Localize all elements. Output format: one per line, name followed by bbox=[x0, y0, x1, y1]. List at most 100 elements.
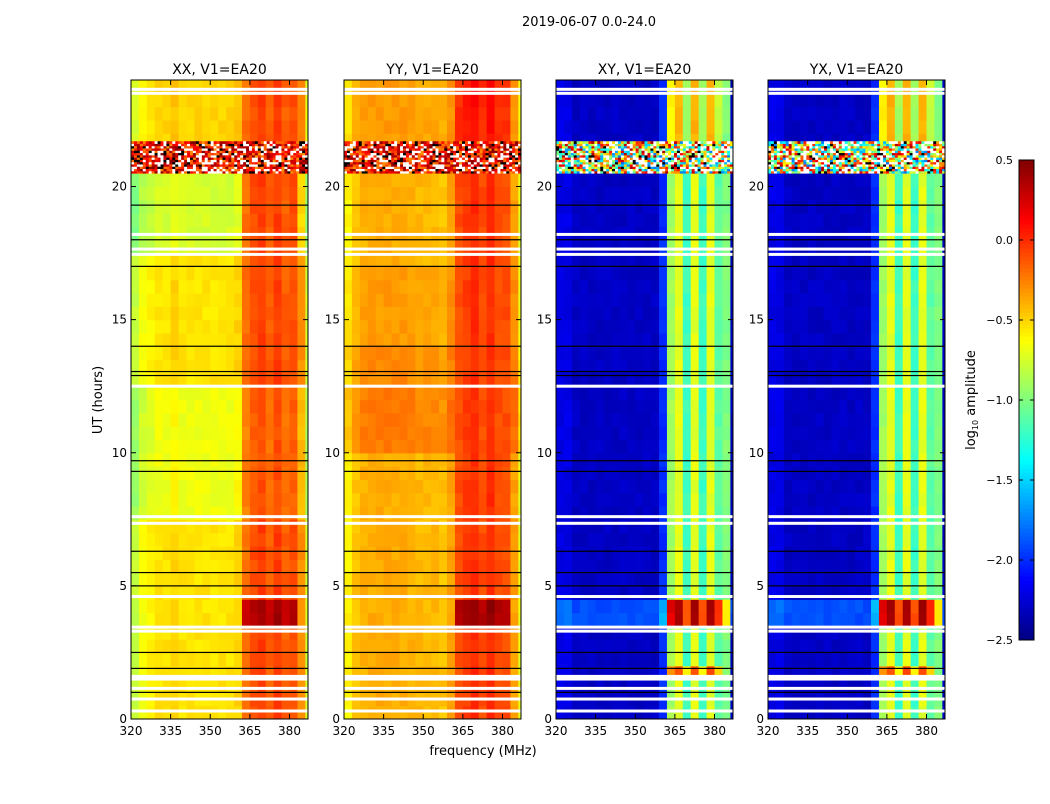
heatmap-cell bbox=[274, 519, 283, 533]
rfi-cell bbox=[199, 146, 202, 149]
rfi-cell bbox=[281, 148, 284, 151]
heatmap-cell bbox=[659, 652, 668, 666]
heatmap-cell bbox=[399, 187, 408, 201]
heatmap-cell bbox=[699, 173, 708, 187]
heatmap-cell bbox=[503, 280, 512, 294]
heatmap-cell bbox=[392, 306, 401, 320]
rfi-cell bbox=[356, 171, 359, 174]
heatmap-cell bbox=[360, 559, 369, 573]
heatmap-cell bbox=[210, 426, 219, 440]
heatmap-cell bbox=[274, 93, 283, 107]
heatmap-cell bbox=[715, 213, 724, 227]
heatmap-cell bbox=[202, 546, 211, 560]
heatmap-cell bbox=[360, 213, 369, 227]
heatmap-cell bbox=[510, 533, 519, 547]
heatmap-cell bbox=[210, 599, 219, 613]
rfi-cell bbox=[444, 169, 447, 172]
heatmap-cell bbox=[691, 706, 700, 720]
x-tick-label: 380 bbox=[278, 724, 301, 738]
heatmap-cell bbox=[447, 413, 456, 427]
rfi-cell bbox=[427, 157, 430, 160]
rfi-cell bbox=[462, 171, 465, 174]
heatmap-cell bbox=[218, 320, 227, 334]
rfi-cell bbox=[424, 169, 427, 172]
rfi-cell bbox=[140, 164, 143, 167]
heatmap-cell bbox=[234, 599, 243, 613]
heatmap-cell bbox=[274, 333, 283, 347]
rfi-cell bbox=[509, 162, 512, 165]
heatmap-cell bbox=[147, 306, 156, 320]
rfi-cell bbox=[397, 166, 400, 169]
rfi-cell bbox=[456, 148, 459, 151]
rfi-cell bbox=[178, 146, 181, 149]
heatmap-cell bbox=[651, 173, 660, 187]
heatmap-cell bbox=[352, 386, 361, 400]
rfi-cell bbox=[158, 164, 161, 167]
heatmap-cell bbox=[487, 639, 496, 653]
heatmap-cell bbox=[415, 613, 424, 627]
heatmap-cell bbox=[415, 346, 424, 360]
heatmap-cell bbox=[368, 333, 377, 347]
flagged-row bbox=[131, 253, 308, 256]
heatmap-cell bbox=[297, 652, 306, 666]
heatmap-cell bbox=[297, 639, 306, 653]
heatmap-cell bbox=[455, 107, 464, 121]
rfi-cell bbox=[456, 150, 459, 153]
heatmap-cell bbox=[643, 280, 652, 294]
heatmap-cell bbox=[202, 173, 211, 187]
rfi-cell bbox=[509, 164, 512, 167]
rfi-cell bbox=[222, 141, 225, 144]
rfi-cell bbox=[296, 171, 299, 174]
rfi-cell bbox=[140, 155, 143, 158]
heatmap-cell bbox=[202, 479, 211, 493]
heatmap-cell bbox=[564, 320, 573, 334]
heatmap-cell bbox=[218, 466, 227, 480]
rfi-cell bbox=[474, 171, 477, 174]
rfi-cell bbox=[427, 164, 430, 167]
heatmap-cell bbox=[415, 519, 424, 533]
heatmap-cell bbox=[163, 439, 172, 453]
rfi-cell bbox=[190, 162, 193, 165]
rfi-cell bbox=[394, 150, 397, 153]
heatmap-cell bbox=[250, 479, 259, 493]
heatmap-cell bbox=[503, 466, 512, 480]
rfi-cell bbox=[302, 157, 305, 160]
rfi-cell bbox=[131, 162, 134, 165]
heatmap-cell bbox=[266, 493, 275, 507]
rfi-cell bbox=[415, 153, 418, 156]
heatmap-cell bbox=[297, 240, 306, 254]
rfi-cell bbox=[246, 150, 249, 153]
heatmap-cell bbox=[471, 613, 480, 627]
rfi-cell bbox=[353, 162, 356, 165]
rfi-cell bbox=[205, 166, 208, 169]
rfi-cell bbox=[400, 169, 403, 172]
heatmap-cell bbox=[667, 200, 676, 214]
rfi-cell bbox=[438, 162, 441, 165]
heatmap-cell bbox=[683, 400, 692, 414]
heatmap-cell bbox=[564, 559, 573, 573]
rfi-cell bbox=[214, 141, 217, 144]
heatmap-cell bbox=[651, 466, 660, 480]
heatmap-cell bbox=[556, 466, 565, 480]
heatmap-cell bbox=[659, 479, 668, 493]
heatmap-cell bbox=[651, 573, 660, 587]
rfi-cell bbox=[246, 166, 249, 169]
heatmap-cell bbox=[487, 413, 496, 427]
rfi-cell bbox=[217, 159, 220, 162]
rfi-cell bbox=[362, 162, 365, 165]
heatmap-cell bbox=[384, 213, 393, 227]
rfi-cell bbox=[163, 155, 166, 158]
rfi-cell bbox=[400, 164, 403, 167]
heatmap-cell bbox=[487, 107, 496, 121]
heatmap-cell bbox=[643, 546, 652, 560]
rfi-cell bbox=[178, 150, 181, 153]
heatmap-cell bbox=[155, 93, 164, 107]
heatmap-cell bbox=[564, 200, 573, 214]
heatmap-cell bbox=[392, 466, 401, 480]
heatmap-cell bbox=[730, 639, 739, 653]
rfi-cell bbox=[276, 159, 279, 162]
heatmap-cell bbox=[619, 679, 628, 693]
heatmap bbox=[556, 80, 739, 720]
heatmap-cell bbox=[384, 306, 393, 320]
heatmap-cell bbox=[234, 120, 243, 134]
